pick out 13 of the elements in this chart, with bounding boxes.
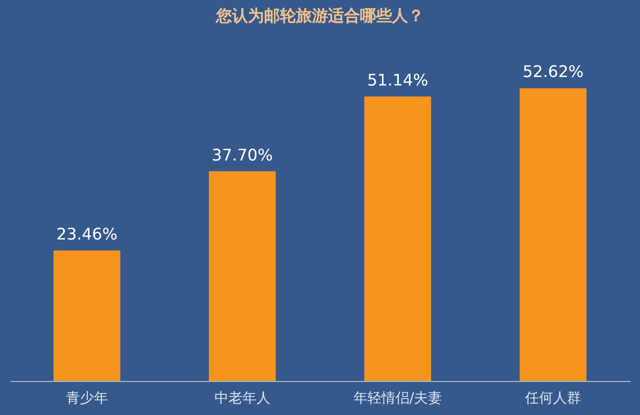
x-tick-label: 中老年人 [214, 390, 270, 406]
bar [208, 171, 276, 381]
data-label: 37.70% [212, 145, 273, 164]
data-label: 52.62% [522, 62, 584, 82]
data-label: 51.14% [367, 70, 428, 90]
chart-title: 您认为邮轮旅游适合哪些人？ [215, 6, 424, 26]
bar [520, 88, 586, 381]
x-tick-label: 任何人群 [524, 390, 582, 406]
bar [364, 96, 432, 381]
bar [54, 250, 120, 381]
x-tick-label: 年轻情侣/夫妻 [353, 390, 442, 406]
x-tick-label: 青少年 [66, 390, 108, 406]
data-label: 23.46% [56, 224, 118, 244]
